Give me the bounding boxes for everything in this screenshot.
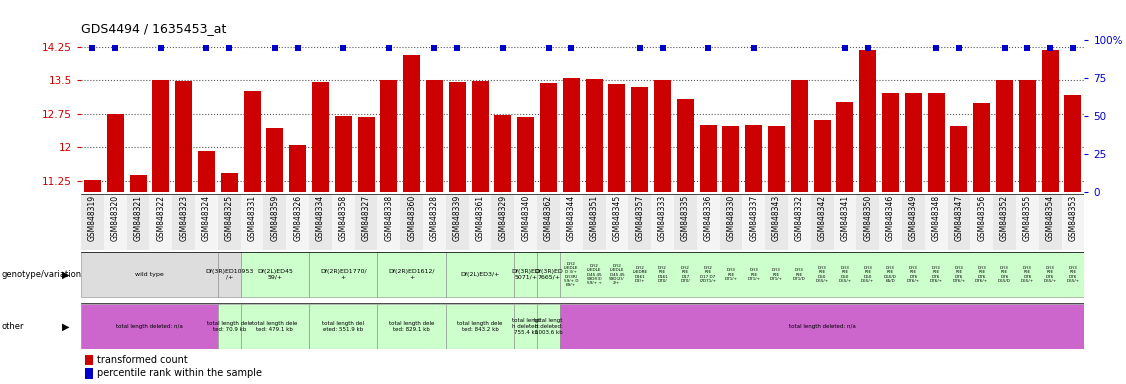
Text: Df(3
R)E
D76
D76/+: Df(3 R)E D76 D76/+ [953,266,966,283]
Text: Df(2
R)E
D17
D70/: Df(2 R)E D17 D70/ [680,266,690,283]
Bar [377,304,446,349]
Bar [583,194,606,250]
Bar [879,194,902,250]
Text: Df(3
R)E
D76
D76/+: Df(3 R)E D76 D76/+ [975,266,989,283]
Text: ▶: ▶ [62,321,70,331]
Bar [494,115,511,192]
Bar [81,194,104,250]
Bar [766,194,788,250]
Bar [492,194,515,250]
Text: Df(2R)ED1770/
+: Df(2R)ED1770/ + [320,269,367,280]
Bar [241,252,309,297]
Bar [742,194,766,250]
Bar [104,194,126,250]
Text: Df(2L)ED45
59/+: Df(2L)ED45 59/+ [257,269,293,280]
Text: transformed count: transformed count [97,355,188,365]
Text: GSM848342: GSM848342 [817,195,826,241]
Bar [833,194,857,250]
Text: GSM848330: GSM848330 [726,195,735,241]
Text: Df(2
L)EDLE
D45 45
59Df(3)
59/+ +: Df(2 L)EDLE D45 45 59Df(3) 59/+ + [587,264,602,285]
Text: Df(2L)ED3/+: Df(2L)ED3/+ [461,272,500,277]
Bar [515,194,537,250]
Bar [651,194,673,250]
Bar [928,93,945,192]
Text: total lengt
h deleted:
1003.6 kb: total lengt h deleted: 1003.6 kb [535,318,563,335]
Bar [745,125,762,192]
Text: Df(3
R)E
D50
D65/+: Df(3 R)E D50 D65/+ [838,266,851,283]
Bar [697,194,720,250]
Bar [218,304,241,349]
Bar [515,252,537,297]
Text: GSM848327: GSM848327 [361,195,370,241]
Text: GSM848340: GSM848340 [521,195,530,241]
Bar [107,114,124,192]
Text: GDS4494 / 1635453_at: GDS4494 / 1635453_at [81,22,226,35]
Text: GSM848350: GSM848350 [864,195,873,241]
Text: GSM848328: GSM848328 [430,195,439,241]
Bar [924,194,948,250]
Text: Df(3
R)E
D71/+: Df(3 R)E D71/+ [770,268,783,281]
Bar [172,194,195,250]
Bar [905,93,922,192]
Text: GSM848362: GSM848362 [544,195,553,241]
Bar [971,194,993,250]
Bar [560,252,1084,297]
Text: wild type: wild type [135,272,164,277]
Bar [426,81,443,192]
Text: total lengt
h deleted:
755.4 kb: total lengt h deleted: 755.4 kb [511,318,539,335]
Bar [837,102,854,192]
Bar [563,78,580,192]
Bar [312,82,329,192]
Bar [126,194,150,250]
Text: Df(3
R)E
D50
D65/+: Df(3 R)E D50 D65/+ [815,266,829,283]
Text: total length dele
ted: 70.9 kb: total length dele ted: 70.9 kb [206,321,252,332]
Text: GSM848326: GSM848326 [293,195,302,241]
Bar [993,194,1016,250]
Bar [377,252,446,297]
Bar [768,126,785,192]
Text: Df(2
L)EDLE
D45 45
59D(2)/
2/+: Df(2 L)EDLE D45 45 59D(2)/ 2/+ [609,264,625,285]
Text: GSM848339: GSM848339 [453,195,462,241]
Bar [537,252,560,297]
Bar [152,79,169,192]
Text: GSM848347: GSM848347 [955,195,964,241]
Bar [403,55,420,192]
Bar [358,117,375,192]
Text: Df(2R)ED1612/
+: Df(2R)ED1612/ + [388,269,435,280]
Bar [1019,81,1036,192]
Bar [198,151,215,192]
Text: total length deleted: n/a: total length deleted: n/a [116,324,182,329]
Text: GSM848359: GSM848359 [270,195,279,241]
Bar [560,194,583,250]
Bar [790,81,807,192]
Bar [84,355,92,365]
Bar [355,194,377,250]
Bar [267,128,284,192]
Bar [537,194,560,250]
Text: ▶: ▶ [62,270,70,280]
Bar [334,116,351,192]
Text: GSM848319: GSM848319 [88,195,97,241]
Text: Df(3
R)E
D76
D76/+: Df(3 R)E D76 D76/+ [906,266,920,283]
Text: GSM848329: GSM848329 [499,195,508,241]
Bar [446,304,515,349]
Text: GSM848320: GSM848320 [110,195,119,241]
Bar [628,194,651,250]
Bar [586,79,602,192]
Bar [309,304,377,349]
Text: GSM848356: GSM848356 [977,195,986,241]
Text: GSM848357: GSM848357 [635,195,644,241]
Bar [811,194,833,250]
Text: Df(3R)ED
5071/+: Df(3R)ED 5071/+ [511,269,540,280]
Text: GSM848337: GSM848337 [749,195,758,241]
Text: GSM848353: GSM848353 [1069,195,1078,241]
Text: GSM848354: GSM848354 [1046,195,1055,241]
Bar [81,252,217,297]
Bar [81,304,217,349]
Bar [446,194,468,250]
Bar [401,194,423,250]
Bar [859,50,876,192]
Bar [608,84,625,192]
Bar [1016,194,1039,250]
Text: GSM848352: GSM848352 [1000,195,1009,241]
